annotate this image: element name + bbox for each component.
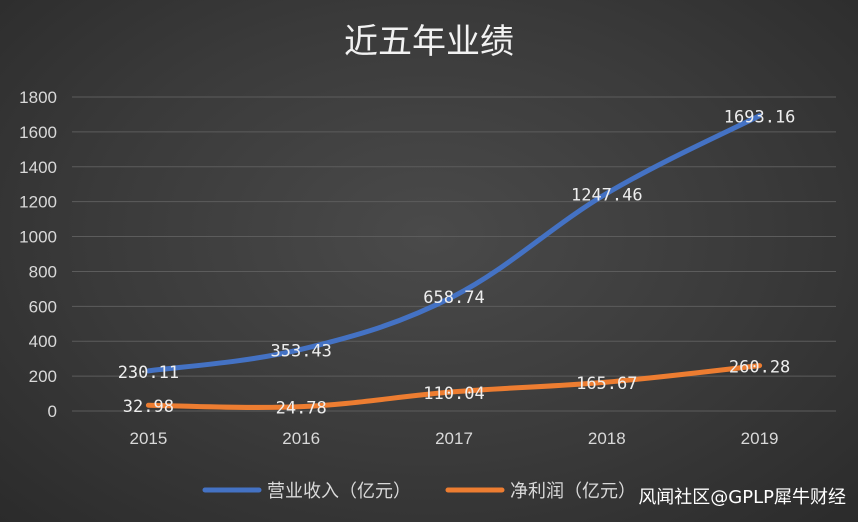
y-tick-label: 1200 (19, 193, 57, 212)
data-label: 260.28 (729, 358, 790, 378)
x-tick-label: 2018 (588, 429, 626, 448)
legend: 营业收入（亿元） 净利润（亿元） (202, 481, 636, 502)
y-tick-label: 1600 (19, 123, 57, 142)
data-point (452, 294, 456, 298)
data-point (758, 114, 762, 118)
x-tick-label: 2016 (282, 429, 320, 448)
data-label: 1247.46 (571, 185, 643, 205)
y-tick-label: 400 (29, 332, 57, 351)
data-label: 230.11 (118, 363, 179, 383)
data-point (758, 364, 762, 368)
series-line-0 (145, 113, 763, 374)
data-point (146, 403, 150, 407)
data-point (452, 390, 456, 394)
x-tick-label: 2015 (129, 429, 167, 448)
data-point (605, 191, 609, 195)
data-label: 32.98 (123, 397, 174, 417)
data-point (299, 347, 303, 351)
y-tick-label: 800 (29, 262, 57, 281)
y-tick-label: 1400 (19, 158, 57, 177)
x-axis: 2015 2016 2017 2018 2019 (129, 429, 778, 448)
series-lines (145, 113, 763, 411)
chart-title: 近五年业绩 (344, 22, 514, 62)
data-labels: 230.11 353.43 658.74 1247.46 1693.16 32.98 24.… (118, 108, 796, 419)
y-tick-label: 0 (48, 402, 57, 421)
y-tick-label: 200 (29, 367, 57, 386)
data-label: 165.67 (576, 374, 637, 394)
data-label: 24.78 (276, 399, 327, 419)
y-tick-label: 600 (29, 297, 57, 316)
data-point (605, 380, 609, 384)
x-tick-label: 2017 (435, 429, 473, 448)
data-label: 1693.16 (724, 108, 796, 128)
grid (72, 96, 836, 412)
data-point (299, 405, 303, 409)
y-tick-label: 1800 (19, 88, 57, 107)
data-label: 110.04 (423, 384, 484, 404)
watermark-text: 风闻社区@GPLP犀牛财经 (638, 487, 846, 508)
legend-label: 营业收入（亿元） (267, 481, 411, 502)
data-label: 353.43 (270, 341, 331, 361)
data-label: 658.74 (423, 288, 484, 308)
y-tick-label: 1000 (19, 228, 57, 247)
data-point (146, 369, 150, 373)
x-tick-label: 2019 (741, 429, 779, 448)
legend-label: 净利润（亿元） (510, 481, 636, 502)
y-axis: 0 200 400 600 800 1000 1200 1400 1600 1800 (19, 88, 57, 421)
